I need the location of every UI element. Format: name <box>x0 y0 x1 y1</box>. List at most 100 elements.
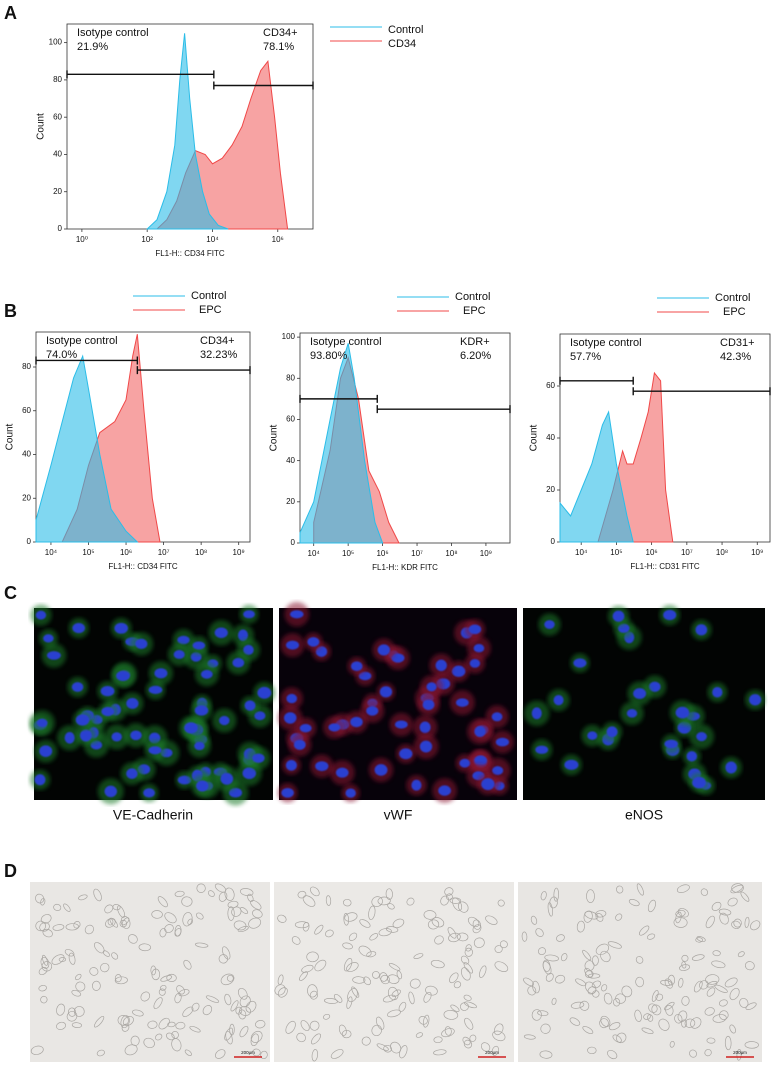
cell <box>248 917 262 929</box>
cell <box>120 916 131 929</box>
cell <box>323 998 338 1004</box>
cell <box>635 956 644 964</box>
cell <box>64 949 75 957</box>
nucleus <box>535 745 549 754</box>
cell <box>297 890 307 899</box>
caption: eNOS <box>625 807 663 823</box>
legend-label: Control <box>715 292 750 304</box>
nucleus <box>220 772 234 785</box>
cell <box>181 896 193 907</box>
cell <box>346 996 353 1009</box>
nucleus <box>459 758 471 768</box>
cell <box>105 917 116 928</box>
y-tick-label: 20 <box>286 497 295 506</box>
cell <box>35 893 45 904</box>
cell <box>456 932 469 942</box>
nucleus <box>411 779 422 791</box>
cell <box>537 1010 549 1017</box>
y-tick-label: 80 <box>53 75 62 84</box>
gate-percent: 74.0% <box>46 349 77 361</box>
gate-percent: 21.9% <box>77 41 108 53</box>
x-tick-label: 10⁴ <box>575 548 588 557</box>
cell <box>183 959 192 970</box>
y-tick-label: 100 <box>282 332 296 341</box>
cell <box>539 1050 553 1059</box>
cell <box>250 1030 263 1043</box>
cell <box>124 1044 138 1056</box>
cell <box>733 918 742 928</box>
nucleus <box>474 755 487 766</box>
cell <box>311 1033 321 1045</box>
y-tick-label: 20 <box>53 187 62 196</box>
cell <box>575 978 587 987</box>
cell <box>681 995 690 1006</box>
nucleus <box>184 722 198 734</box>
cell <box>494 945 503 953</box>
cell <box>729 1024 736 1034</box>
nucleus <box>114 622 128 634</box>
nucleus <box>350 716 363 728</box>
cell <box>75 973 82 981</box>
cell <box>427 919 440 930</box>
cell <box>691 954 705 961</box>
gate <box>213 81 314 90</box>
cell <box>174 890 185 897</box>
cell <box>560 953 568 962</box>
cell <box>613 998 621 1007</box>
cell <box>570 1001 585 1009</box>
cell <box>245 1000 257 1013</box>
cell <box>226 974 234 982</box>
cell <box>433 1049 447 1056</box>
cell <box>678 977 684 988</box>
cell <box>307 984 318 998</box>
cell <box>38 967 48 976</box>
cell <box>166 973 177 982</box>
micrographs <box>29 601 766 1062</box>
cell <box>274 984 286 996</box>
gate-percent: 93.80% <box>310 350 348 362</box>
cell <box>237 926 249 933</box>
cell <box>434 935 444 945</box>
nucleus <box>422 699 435 710</box>
cell <box>460 967 471 981</box>
cell <box>155 1033 163 1041</box>
cell <box>409 978 421 989</box>
cell <box>65 923 79 931</box>
nucleus <box>469 658 481 668</box>
cell <box>706 981 718 988</box>
cell <box>494 961 509 972</box>
cell <box>553 887 559 902</box>
cell <box>641 1027 654 1034</box>
caption: vWF <box>384 807 413 823</box>
cell <box>740 891 750 902</box>
nucleus <box>130 730 142 741</box>
cell <box>247 893 254 903</box>
cell <box>42 954 48 966</box>
y-axis-label: Count <box>529 424 540 451</box>
cell <box>711 901 722 911</box>
cell <box>706 987 716 997</box>
nucleus <box>749 694 762 706</box>
cell <box>330 1049 344 1059</box>
cell <box>30 1045 44 1055</box>
cell <box>463 962 473 974</box>
cell <box>314 924 324 935</box>
cell <box>584 981 597 994</box>
gate <box>376 405 511 414</box>
cell <box>250 900 262 910</box>
nucleus <box>243 610 255 619</box>
nucleus <box>43 634 54 643</box>
y-tick-label: 60 <box>286 415 295 424</box>
cell <box>254 1020 266 1029</box>
cell <box>464 1017 474 1030</box>
nucleus <box>366 706 379 716</box>
cell <box>182 1006 194 1017</box>
cell <box>523 1034 536 1040</box>
gate-name: KDR+ <box>460 336 490 348</box>
cell <box>343 913 350 926</box>
cell <box>675 909 686 918</box>
x-tick-label: 10⁶ <box>646 548 658 557</box>
cell <box>224 993 232 1006</box>
cell <box>681 1019 688 1028</box>
cell <box>569 1017 581 1026</box>
